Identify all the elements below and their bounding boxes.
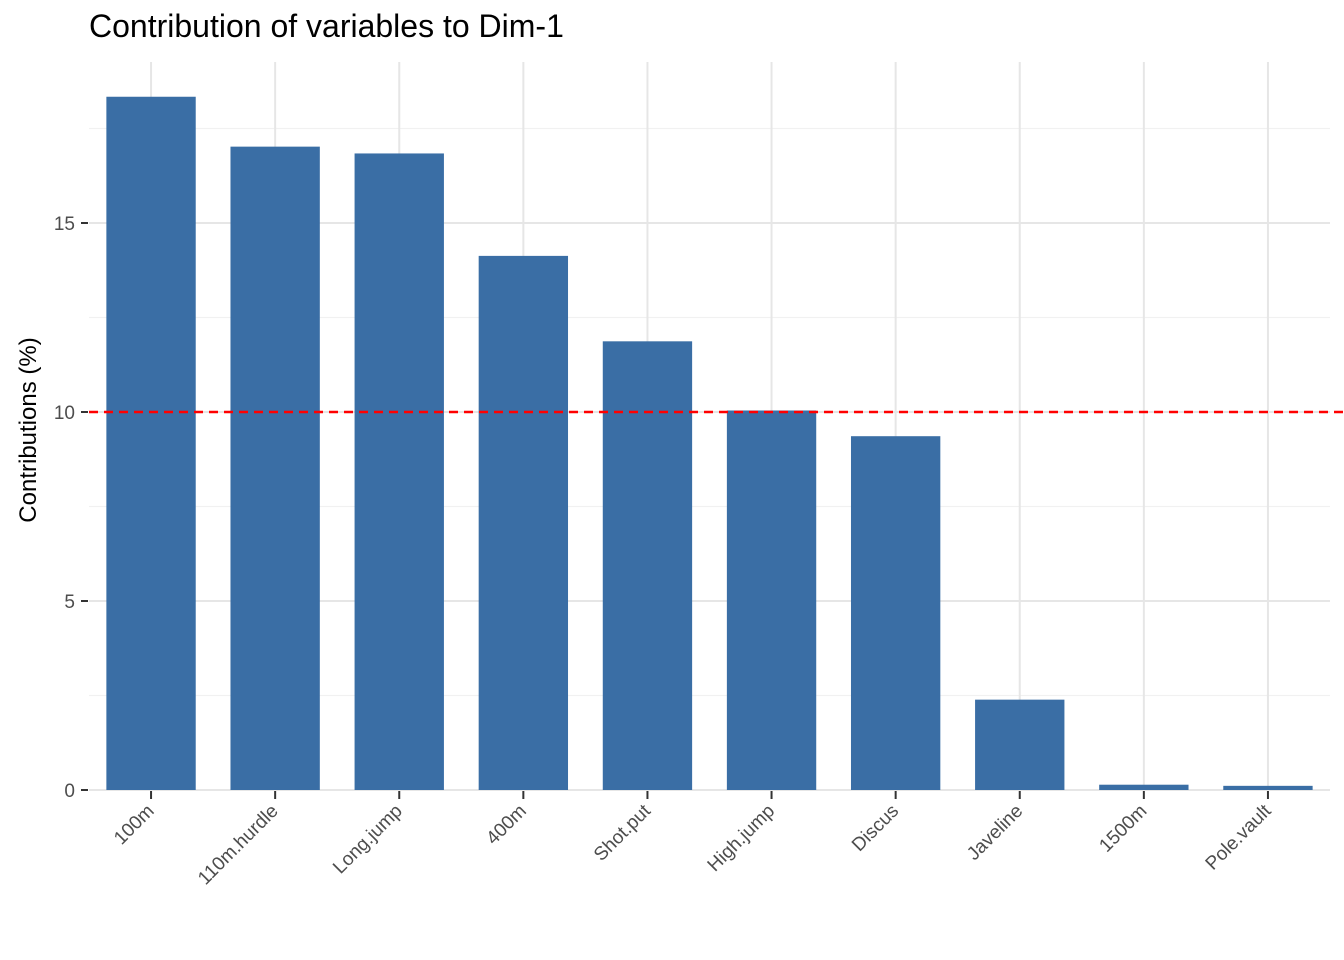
x-tick-label: Discus — [848, 801, 903, 856]
x-tick-label: Javeline — [963, 801, 1027, 865]
bar-javeline — [975, 699, 1065, 790]
y-tick-label: 5 — [64, 592, 75, 613]
bar-discus — [850, 436, 941, 790]
bar-long-jump — [354, 153, 444, 790]
bars — [106, 96, 1313, 791]
x-tick-label: Shot.put — [590, 800, 655, 865]
x-tick-label: 400m — [482, 801, 530, 849]
y-tick-label: 0 — [64, 781, 75, 802]
bar-110m-hurdle — [230, 146, 320, 791]
x-tick-label: 1500m — [1095, 801, 1151, 857]
chart-title: Contribution of variables to Dim-1 — [89, 8, 564, 44]
bar-1500m — [1099, 784, 1189, 790]
x-tick-label: 110m.hurdle — [194, 801, 283, 890]
x-tick-label: Pole.vault — [1202, 800, 1276, 874]
y-axis-title: Contributions (%) — [15, 337, 42, 522]
x-tick-label: Long.jump — [329, 801, 407, 879]
x-tick-label: 100m — [110, 801, 158, 849]
bar-100m — [106, 96, 196, 791]
bar-high-jump — [726, 410, 817, 790]
bar-shot-put — [602, 341, 693, 790]
bar-400m — [478, 255, 569, 791]
y-tick-label: 15 — [54, 214, 75, 235]
bar-pole-vault — [1223, 785, 1313, 790]
y-tick-label: 10 — [54, 403, 75, 424]
x-tick-label: High.jump — [704, 801, 779, 876]
